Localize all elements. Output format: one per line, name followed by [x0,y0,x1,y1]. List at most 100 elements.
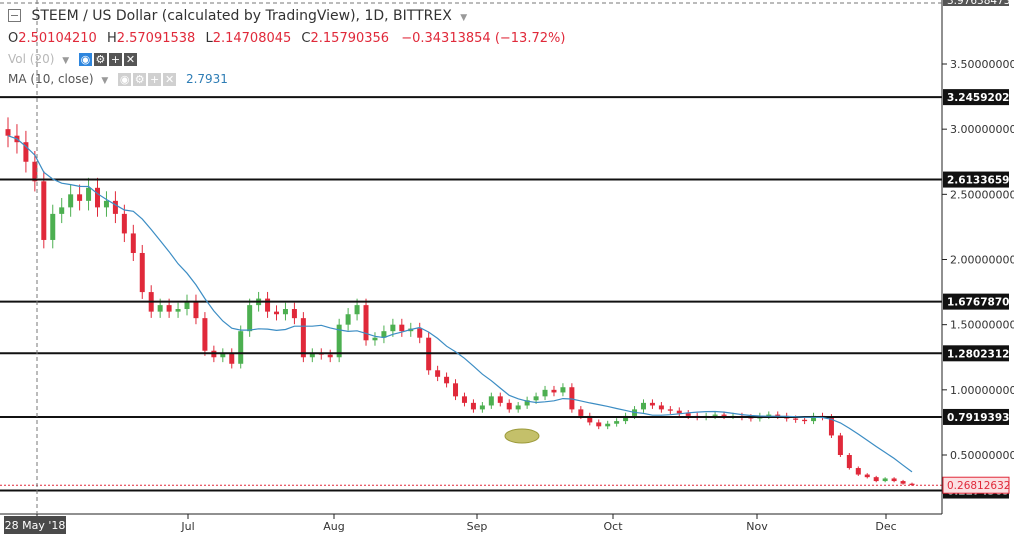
level-badge [943,345,1009,362]
x-tick-label: Oct [603,520,623,533]
y-tick-label: 1.00000000 [950,384,1014,397]
candle-body [837,435,843,455]
settings-icon[interactable]: ⚙ [133,73,147,86]
candle-body [41,181,47,240]
ma-indicator-row[interactable]: MA (10, close) ▼ ◉ ⚙ + ✕ 2.7931 [8,72,228,86]
candle-body [139,252,145,293]
candle-body [846,455,852,469]
candle-body [32,161,38,182]
candle-body [658,405,664,410]
chevron-down-icon[interactable]: ▼ [101,76,109,86]
candle-body [855,468,861,475]
candle-body [596,422,602,427]
volume-indicator-row[interactable]: Vol (20) ▼ ◉ ⚙ + ✕ [8,52,139,66]
candle-body [497,396,503,403]
candle-body [900,481,906,484]
candle-body [68,194,74,208]
candle-body [238,331,244,364]
candle-body [372,337,378,341]
y-tick-label: 2.50000000 [950,188,1014,201]
volume-label: Vol (20) [8,52,55,66]
candle-body [614,421,620,424]
high-value: 2.57091538 [116,31,196,46]
x-tick-label: Jul [180,520,194,533]
candle-body [542,389,548,397]
candle-body [524,400,530,406]
candle-body [676,410,682,414]
plus-icon[interactable]: + [148,73,162,86]
level-label: 2.61336591 [947,175,1014,187]
candle-body [327,354,333,358]
candle-body [130,233,136,253]
level-badge [943,171,1009,188]
candle-body [399,324,405,332]
candle-body [515,405,521,410]
collapse-icon[interactable] [8,8,21,22]
open-key: O [8,31,19,46]
level-label: 0.79193937 [947,412,1014,424]
candle-body [381,331,387,338]
candle-body [506,402,512,410]
candle-body [95,187,101,208]
candle-body [721,414,727,416]
candle-body [282,309,288,315]
candle-body [184,301,190,310]
eye-icon[interactable]: ◉ [118,73,132,86]
chevron-down-icon[interactable]: ▼ [460,13,468,23]
candle-body [551,389,557,393]
chevron-down-icon[interactable]: ▼ [62,56,70,66]
candle-body [470,402,476,410]
plus-icon[interactable]: + [108,53,122,66]
candle-body [417,328,423,338]
horizontal-levels-layer: 3.24592020 2.61336591 1.67678702 1.28023126… [0,0,1014,499]
candle-body [802,419,808,422]
candle-body [453,383,459,397]
ma-label: MA (10, close) [8,72,94,86]
candle-body [390,324,396,332]
candle-body [793,418,799,420]
highlight-ellipse [504,428,540,444]
candle-body [828,417,834,436]
candle-body [77,194,83,201]
time-axis: 28 May '18 Jul Aug Sep Oct Nov Dec [4,514,897,534]
eye-icon[interactable]: ◉ [78,53,92,66]
candle-body [363,305,369,341]
close-icon[interactable]: ✕ [123,53,137,66]
candle-body [775,414,781,416]
last-price-label: 0.26812632 [947,480,1010,492]
candle-body [220,353,226,358]
candle-body [23,142,29,162]
low-value: 2.14708045 [212,31,292,46]
ma-line [7,135,913,473]
ohlc-row: O2.50104210 H2.57091538 L2.14708045 C2.1… [8,31,565,46]
candle-body [265,298,271,312]
y-tick-label: 0.50000000 [950,449,1014,462]
candle-body [811,415,817,422]
candle-body [345,314,351,325]
candle-body [103,200,109,208]
candle-body [229,353,235,364]
candle-body [560,387,566,393]
candle-body [112,200,118,214]
settings-icon[interactable]: ⚙ [93,53,107,66]
candle-body [309,353,315,358]
ma-value: 2.7931 [185,72,228,86]
top-price-badge [943,0,1009,6]
y-tick-label: 3.00000000 [950,123,1014,136]
close-icon[interactable]: ✕ [163,73,177,86]
level-badge [943,89,1009,106]
candle-body [640,402,646,410]
candle-body [86,187,92,201]
y-tick-label: 3.50000000 [950,58,1014,71]
candle-body [291,309,297,319]
candle-body [488,396,494,406]
candle-body [444,376,450,384]
x-tick-label: Sep [467,520,488,533]
crosshair-date-badge [4,516,66,534]
candle-body [247,305,253,332]
candle-body [578,409,584,416]
candle-body [300,318,306,358]
candle-body [175,309,181,312]
candle-body [712,414,718,416]
